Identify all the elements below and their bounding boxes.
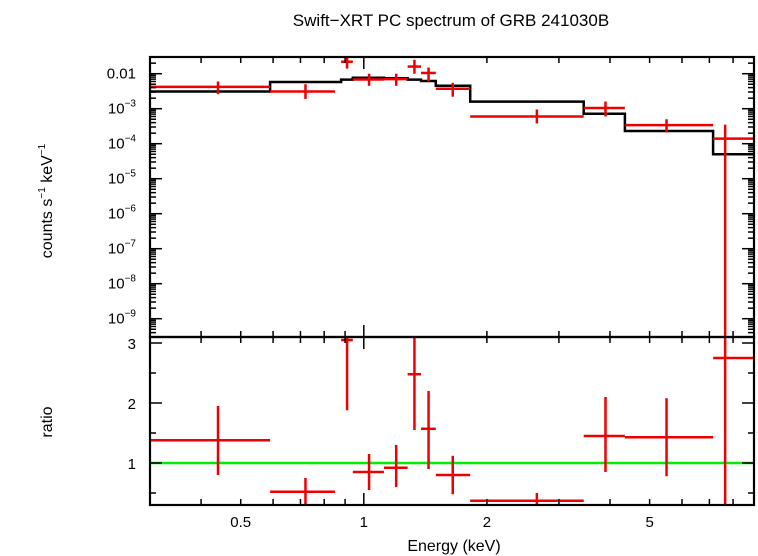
ylabel-mid: keV [39, 155, 56, 187]
spectrum-y-tick-label: 10−6 [108, 204, 137, 223]
ylabel-exp1: −1 [37, 187, 48, 199]
spectrum-data-point [713, 124, 754, 337]
spectrum-data-point [624, 119, 714, 133]
spectrum-data-point [383, 73, 408, 86]
ratio-panel: 1 2 3 0.5 1 2 5 [128, 335, 756, 531]
ratio-y-axis-label: ratio [39, 406, 56, 437]
spectrum-frame [148, 55, 756, 339]
x-tick-label: 1 [360, 514, 368, 531]
spectrum-y-tick-label: 10−9 [108, 309, 137, 328]
spectrum-data-point [150, 81, 271, 95]
ratio-y-tick-label: 3 [128, 336, 136, 353]
spectrum-data-point [341, 57, 353, 69]
ylabel-exp2: −1 [37, 143, 48, 155]
ratio-frame [148, 335, 756, 507]
ratio-data-point [470, 493, 584, 505]
x-axis-label: Energy (keV) [407, 538, 500, 555]
spectrum-y-tick-label: 10−8 [108, 274, 137, 293]
spectrum-y-tick-label: 10−5 [108, 169, 137, 188]
x-tick-label: 0.5 [230, 514, 251, 531]
ratio-data-point [624, 398, 714, 477]
ratio-data-point [352, 454, 384, 490]
ratio-data-point [421, 391, 436, 469]
spectrum-y-tick-label: 10−4 [108, 134, 137, 153]
spectrum-data-point [583, 101, 625, 117]
ratio-data-point [583, 397, 625, 472]
spectrum-panel: 0.01 10−3 10−4 10−5 10−6 10−7 10−8 10−9 [107, 55, 756, 339]
ratio-data-point [270, 478, 335, 505]
spectrum-y-tick-label: 10−3 [108, 99, 137, 118]
ratio-data-point [341, 337, 353, 411]
spectrum-data-point [352, 73, 384, 86]
spectrum-data-point [470, 109, 584, 124]
spectrum-y-axis-label: counts s−1 keV−1 [37, 143, 56, 258]
ratio-data-point [150, 406, 271, 475]
ratio-y-tick-label: 2 [128, 396, 136, 413]
ratio-data-point [435, 455, 471, 495]
x-tick-label: 2 [483, 514, 491, 531]
chart-title: Swift−XRT PC spectrum of GRB 241030B [293, 11, 609, 30]
spectrum-data-point [435, 82, 471, 97]
spectrum-data-point [407, 59, 422, 74]
x-tick-label: 5 [645, 514, 653, 531]
model-step-line [150, 76, 754, 156]
spectrum-data-point [421, 67, 436, 82]
ratio-y-tick-label: 1 [128, 456, 136, 473]
ylabel-base: counts s [39, 199, 56, 259]
ratio-data-point [407, 337, 422, 430]
spectrum-y-tick-label: 0.01 [107, 66, 136, 83]
spectrum-y-tick-label: 10−7 [108, 239, 137, 258]
spectrum-data-point [270, 84, 335, 99]
ratio-data-point [713, 337, 754, 505]
ratio-data-point [383, 445, 408, 487]
